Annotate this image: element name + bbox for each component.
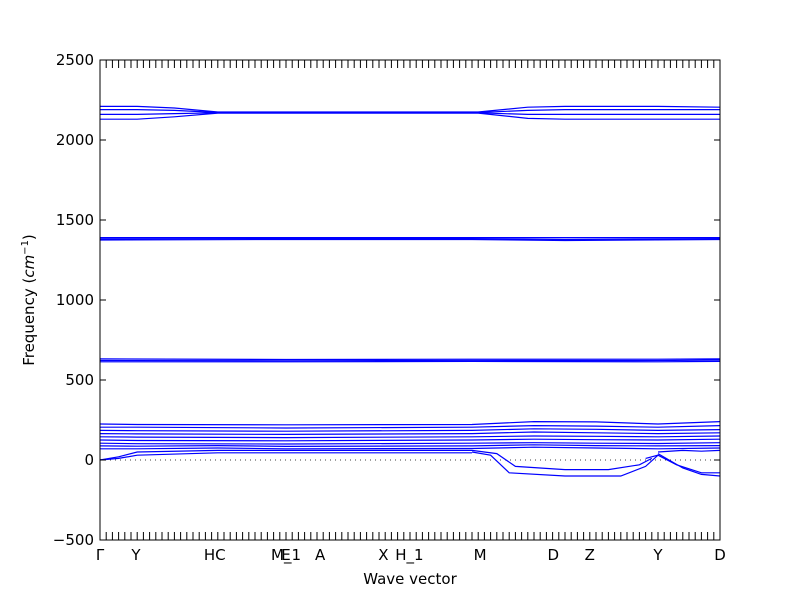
x-tick-label-6: A [315,546,326,564]
band-line-8 [99,358,721,361]
x-tick-label-11: Z [585,546,595,564]
plot-background [100,60,720,540]
band-line-4 [100,112,720,120]
band-line-21 [99,452,472,461]
y-tick-label: 2500 [56,51,94,69]
band-line-26 [657,449,721,453]
x-tick-label-2: Y [130,546,141,564]
y-tick-label: 1000 [56,291,94,309]
y-axis-label-text: Frequency ( [20,278,38,366]
band-line-23 [471,451,659,477]
band-line-17 [99,442,721,445]
band-line-22 [471,449,653,471]
x-tick-label-5: M_1 [271,546,301,565]
band-line-13 [99,428,721,432]
x-axis-ticks: Γ Y HC EM_1 A X H_1 M D Z Y D [96,60,726,565]
band-line-9 [99,359,721,362]
y-tick-label: 1500 [56,211,94,229]
y-tick-label: −500 [53,531,94,549]
band-line-14 [99,431,721,436]
band-line-20 [99,449,472,461]
x-tick-label-13: D [714,546,726,564]
plot-area [100,60,720,540]
band-line-15 [99,435,721,439]
y-axis-label-close: ) [20,234,38,240]
x-tick-label-9: M [474,546,487,564]
x-tick-label-10: D [547,546,559,564]
band-line-19 [100,446,721,450]
y-axis-label-unit: cm [20,255,38,278]
band-line-6 [99,238,721,241]
x-tick-label-12: Y [652,546,663,564]
band-line-11 [99,420,721,426]
x-tick-label-7: X [378,546,388,564]
y-axis-ticks: −500 0 500 1000 1500 2000 2500 [53,51,720,549]
x-tick-label-1: Γ [96,546,105,564]
x-tick-label-8: H_1 [395,546,423,565]
y-tick-label: 0 [84,451,94,469]
x-tick-label-3: HC [204,546,226,564]
band-line-25 [657,453,721,477]
band-line-12 [100,424,721,429]
x-tick-label-4: E [281,546,290,564]
band-line-18 [99,444,721,448]
y-tick-label: 2000 [56,131,94,149]
phonon-bands [99,105,721,477]
band-line-7 [99,238,721,242]
y-axis-label-exponent: −1 [20,240,31,255]
y-axis-label: Frequency (cm−1) [20,234,38,366]
band-line-16 [99,438,721,442]
x-axis-label: Wave vector [363,570,457,588]
y-tick-label: 500 [65,371,94,389]
